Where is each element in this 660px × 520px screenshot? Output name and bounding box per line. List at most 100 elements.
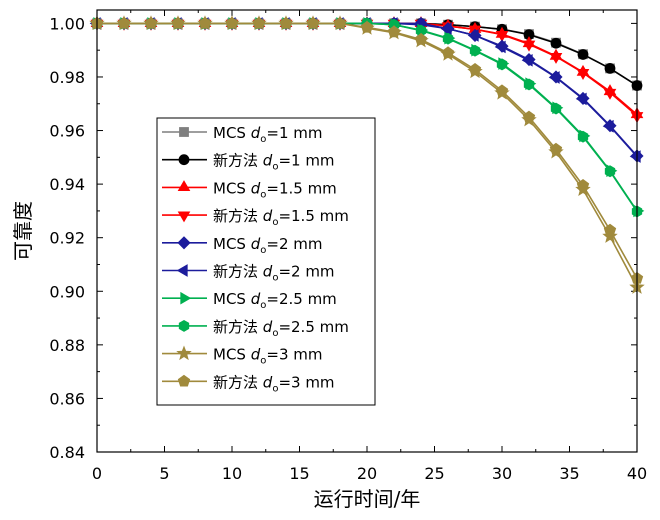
data-marker <box>440 22 452 36</box>
y-tick-label: 0.96 <box>49 122 85 141</box>
legend-label: 新方法 do=1.5 mm <box>213 207 349 228</box>
data-marker <box>360 20 374 33</box>
legend-prefix: MCS <box>213 346 251 364</box>
legend-suffix: =2 mm <box>278 263 334 281</box>
data-marker <box>604 62 616 74</box>
legend-sub: o <box>272 328 278 339</box>
legend-d: d <box>251 179 261 197</box>
data-marker <box>179 127 189 137</box>
data-marker <box>441 46 455 59</box>
legend-sub: o <box>260 134 266 145</box>
tick-labels: 0 5 10 15 20 25 30 35 40 0.84 0.86 0.88 0.90 0.92 0.94… <box>49 14 647 483</box>
data-marker <box>176 264 188 277</box>
legend-label: MCS do=1.5 mm <box>213 179 337 200</box>
data-marker <box>333 16 347 29</box>
legend-prefix: 新方法 <box>213 318 263 336</box>
y-axis-label: 可靠度 <box>11 201 35 261</box>
legend-label: 新方法 do=1 mm <box>213 152 335 173</box>
legend-d: d <box>263 373 273 391</box>
x-tick-label: 0 <box>92 464 102 483</box>
data-marker <box>604 165 616 178</box>
legend-d: d <box>263 152 273 170</box>
x-tick-label: 10 <box>222 464 242 483</box>
data-marker <box>117 16 131 29</box>
legend-prefix: MCS <box>213 290 251 308</box>
data-marker <box>576 178 590 191</box>
data-marker <box>442 32 454 45</box>
legend-suffix: =1.5 mm <box>266 179 336 197</box>
legend-sub: o <box>272 217 278 228</box>
legend-item: MCS do=3 mm <box>162 345 322 367</box>
legend-item: MCS do=1 mm <box>162 124 322 145</box>
data-marker <box>279 16 293 29</box>
y-tick-label: 0.92 <box>49 229 85 248</box>
legend-item: MCS do=1.5 mm <box>162 179 337 200</box>
legend-suffix: =3 mm <box>266 346 322 364</box>
data-marker <box>178 319 190 332</box>
data-marker <box>177 236 191 250</box>
data-marker <box>550 102 562 115</box>
data-marker <box>198 16 212 29</box>
data-marker <box>549 52 563 64</box>
legend-d: d <box>263 263 273 281</box>
y-tick-label: 0.88 <box>49 336 85 355</box>
data-marker <box>494 40 506 54</box>
legend-item: MCS do=2 mm <box>162 235 322 256</box>
data-marker <box>306 16 320 29</box>
x-tick-label: 20 <box>357 464 377 483</box>
x-tick-label: 15 <box>289 464 309 483</box>
legend-prefix: MCS <box>213 124 251 142</box>
data-marker <box>603 223 617 236</box>
legend-label: 新方法 do=2.5 mm <box>213 318 349 339</box>
legend-suffix: =2 mm <box>266 235 322 253</box>
x-axis-label: 运行时间/年 <box>314 487 421 511</box>
legend-suffix: =1 mm <box>278 152 334 170</box>
legend-item: 新方法 do=1.5 mm <box>162 207 349 228</box>
data-marker <box>575 92 587 106</box>
legend-item: 新方法 do=3 mm <box>162 373 335 394</box>
data-marker <box>177 374 191 387</box>
data-marker <box>522 40 536 52</box>
legend-label: MCS do=1 mm <box>213 124 322 145</box>
data-marker <box>523 78 535 91</box>
data-marker <box>469 44 481 57</box>
legend-label: MCS do=3 mm <box>213 346 322 367</box>
legend-d: d <box>251 124 261 142</box>
legend-d: d <box>263 318 273 336</box>
data-marker <box>550 37 562 49</box>
legend-sub: o <box>260 300 266 311</box>
data-marker <box>225 16 239 29</box>
data-marker <box>577 130 589 143</box>
data-marker <box>495 30 509 42</box>
y-tick-label: 0.86 <box>49 389 85 408</box>
data-marker <box>467 29 479 42</box>
legend-sub: o <box>260 356 266 367</box>
legend-label: 新方法 do=2 mm <box>213 263 335 284</box>
legend-d: d <box>263 207 273 225</box>
legend-sub: o <box>260 245 266 256</box>
data-marker <box>171 16 185 29</box>
data-marker <box>387 25 401 38</box>
legend-item: 新方法 do=2.5 mm <box>162 318 349 339</box>
data-marker <box>549 142 563 155</box>
legend-label: MCS do=2.5 mm <box>213 290 337 311</box>
legend-sub: o <box>260 189 266 200</box>
data-marker <box>144 16 158 29</box>
data-marker <box>603 88 617 100</box>
legend-sub: o <box>272 273 278 284</box>
data-marker <box>602 228 618 243</box>
data-marker <box>602 119 614 133</box>
y-tick-label: 1.00 <box>49 14 85 33</box>
data-marker <box>178 154 190 166</box>
y-tick-label: 0.84 <box>49 443 85 462</box>
legend-box <box>156 117 376 406</box>
legend-prefix: 新方法 <box>213 152 263 170</box>
legend-prefix: 新方法 <box>213 373 263 391</box>
data-marker <box>548 71 560 84</box>
legend-label: 新方法 do=3 mm <box>213 373 335 394</box>
data-marker <box>521 54 533 67</box>
data-marker <box>495 84 509 97</box>
legend-item: MCS do=2.5 mm <box>162 290 337 311</box>
